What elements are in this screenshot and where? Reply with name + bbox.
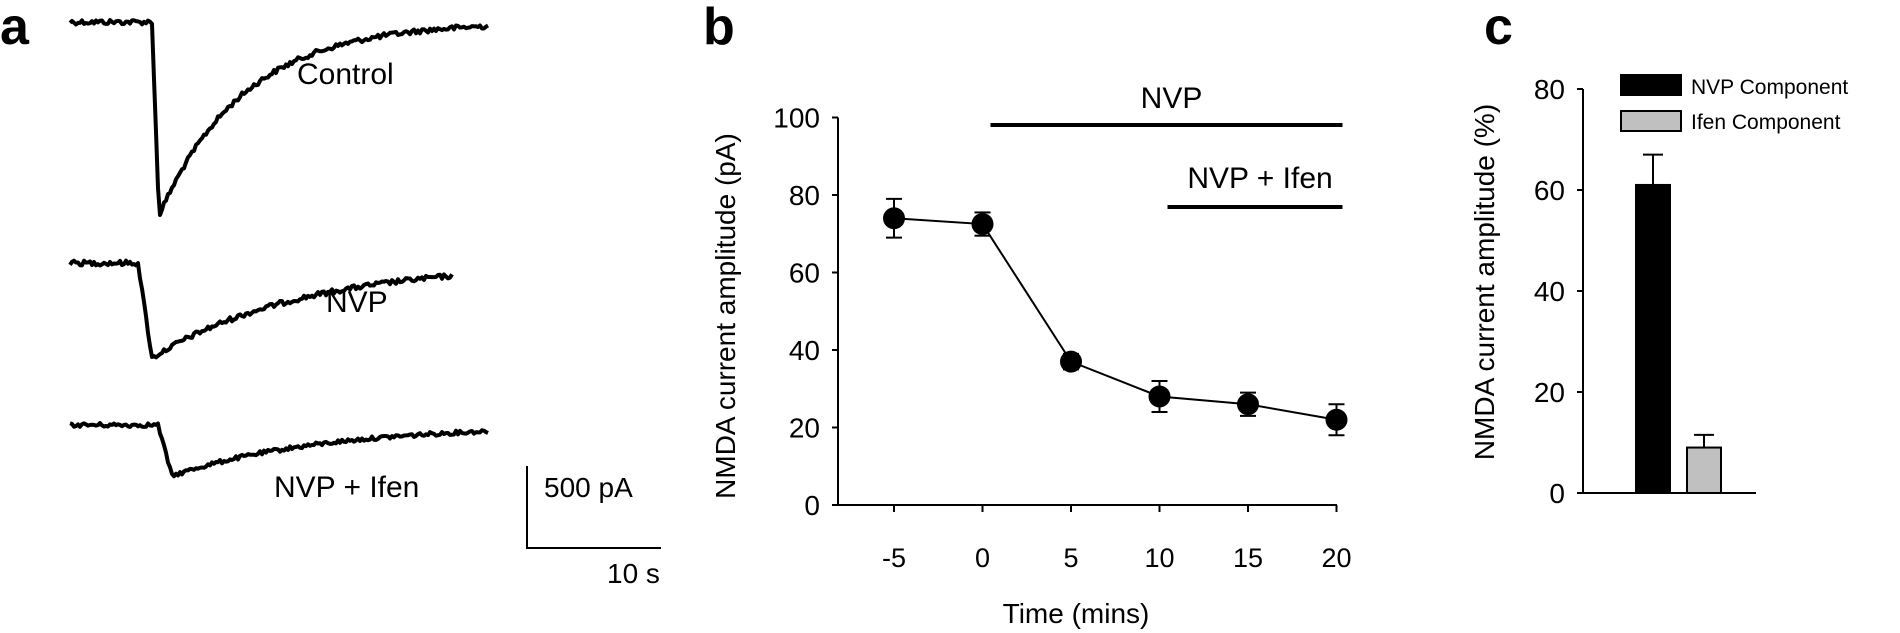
treatment-label: NVP + Ifen — [1187, 162, 1332, 195]
panel-b-x-tick-label: 20 — [1321, 543, 1351, 573]
legend-swatch-nvp — [1620, 74, 1682, 96]
bar-nvp-component — [1635, 183, 1671, 494]
scale-bar-time-label: 10 s — [607, 558, 660, 589]
panel-c-bars — [1635, 153, 1722, 494]
panel-b-x-axis-label: Time (mins) — [1003, 598, 1150, 629]
panel-b-x-tick-label: 10 — [1144, 543, 1174, 573]
panel-c-y-tick-label: 60 — [1534, 175, 1565, 206]
panel-c-y-axis-label: NMDA current amplitude (%) — [1469, 104, 1500, 460]
panel-c-axes: 0 20 40 60 80 — [1534, 74, 1756, 509]
series-line — [893, 217, 1337, 421]
nvp-ifen-trace-label: NVP + Ifen — [274, 471, 419, 504]
panel-b-y-tick-label: 100 — [773, 103, 820, 134]
nvp-ifen-trace — [69, 421, 489, 479]
data-point — [1060, 350, 1082, 373]
legend-label-nvp: NVP Component — [1691, 76, 1848, 99]
legend-swatch-ifen — [1620, 110, 1682, 132]
panel-b-letter: b — [703, 0, 735, 56]
legend-label-ifen: Ifen Component — [1691, 111, 1841, 134]
panel-b-y-tick-label: 20 — [789, 413, 820, 444]
panel-c: c 0 20 40 60 80 NMDA current amplitude (%) N… — [1469, 0, 1848, 509]
panel-a-letter: a — [0, 0, 30, 56]
panel-b-y-tick-label: 80 — [789, 180, 820, 211]
data-point — [1237, 393, 1259, 416]
data-point — [971, 213, 994, 236]
panel-b-y-axis-label: NMDA current amplitude (pA) — [710, 133, 741, 499]
panel-b-x-tick-label: 0 — [975, 543, 990, 573]
scale-bar-current-label: 500 pA — [544, 472, 633, 503]
panel-b-treatment-bars: NVP NVP + Ifen — [990, 82, 1343, 209]
scale-bar: 500 pA 10 s — [526, 466, 661, 589]
nvp-trace — [68, 258, 454, 360]
panel-b-series — [883, 197, 1348, 437]
panel-c-y-tick-label: 0 — [1549, 478, 1565, 509]
panel-c-y-tick-label: 20 — [1534, 377, 1565, 408]
panel-b-y-tick-label: 40 — [789, 335, 820, 366]
panel-b-axes: 0 20 40 60 80 100 -5 0 5 10 15 20 — [773, 103, 1351, 574]
panel-c-y-tick-label: 80 — [1534, 74, 1565, 105]
panel-b-y-tick-label: 0 — [804, 490, 820, 521]
data-point — [1325, 408, 1348, 431]
panel-c-letter: c — [1484, 0, 1513, 56]
nvp-trace-label: NVP — [326, 286, 388, 319]
panel-c-legend: NVP Component Ifen Component — [1620, 74, 1848, 134]
treatment-label: NVP — [1141, 82, 1203, 115]
panel-b-x-tick-label: 5 — [1063, 543, 1078, 573]
control-trace-label: Control — [297, 58, 394, 91]
data-point — [1148, 385, 1171, 408]
panel-a: a Control NVP NVP + Ifen 500 pA 10 s — [0, 0, 661, 589]
panel-b: b 0 20 40 60 80 100 -5 0 5 10 15 20 NVP NVP + Ifen T… — [703, 0, 1352, 629]
control-trace — [68, 18, 490, 217]
bar-ifen-component — [1686, 446, 1722, 494]
panel-b-y-tick-label: 60 — [789, 258, 820, 289]
panel-c-y-tick-label: 40 — [1534, 276, 1565, 307]
panel-b-x-tick-label: -5 — [882, 543, 906, 573]
data-point — [883, 207, 905, 230]
panel-b-x-tick-label: 15 — [1233, 543, 1263, 573]
